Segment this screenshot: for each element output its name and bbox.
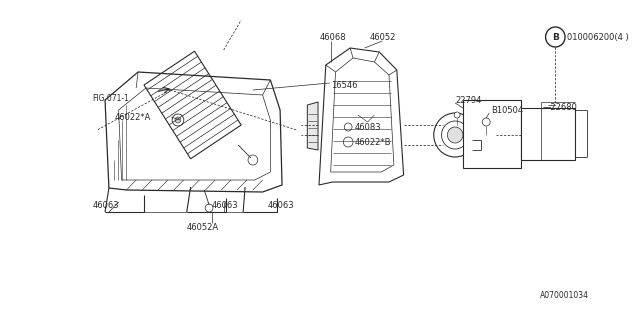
Text: A070001034: A070001034: [540, 291, 589, 300]
Circle shape: [483, 118, 490, 126]
Text: B10504: B10504: [491, 106, 524, 115]
Text: 46022*A: 46022*A: [115, 113, 151, 122]
Text: 46068: 46068: [320, 33, 347, 42]
Text: 46052: 46052: [369, 33, 396, 42]
Circle shape: [454, 112, 460, 118]
Polygon shape: [307, 102, 318, 150]
Polygon shape: [144, 51, 241, 159]
Circle shape: [343, 137, 353, 147]
Circle shape: [172, 114, 184, 126]
Text: 46063: 46063: [212, 201, 239, 210]
Text: 16546: 16546: [331, 81, 357, 90]
Text: 46022*B: 46022*B: [355, 138, 392, 147]
Bar: [463, 100, 522, 168]
Bar: [522, 108, 575, 160]
Circle shape: [434, 113, 477, 157]
Text: 46063: 46063: [268, 201, 294, 210]
Text: FIG.071-1: FIG.071-1: [92, 93, 129, 102]
Circle shape: [344, 123, 352, 131]
Text: 46063: 46063: [92, 201, 119, 210]
Text: —22680: —22680: [543, 102, 577, 111]
Circle shape: [447, 127, 463, 143]
Text: 46083: 46083: [355, 123, 381, 132]
Circle shape: [442, 121, 468, 149]
Text: 22794: 22794: [455, 95, 481, 105]
Circle shape: [175, 117, 181, 123]
Text: B: B: [552, 33, 559, 42]
Text: 010006200(4 ): 010006200(4 ): [567, 33, 628, 42]
Text: 46052A: 46052A: [187, 222, 219, 231]
